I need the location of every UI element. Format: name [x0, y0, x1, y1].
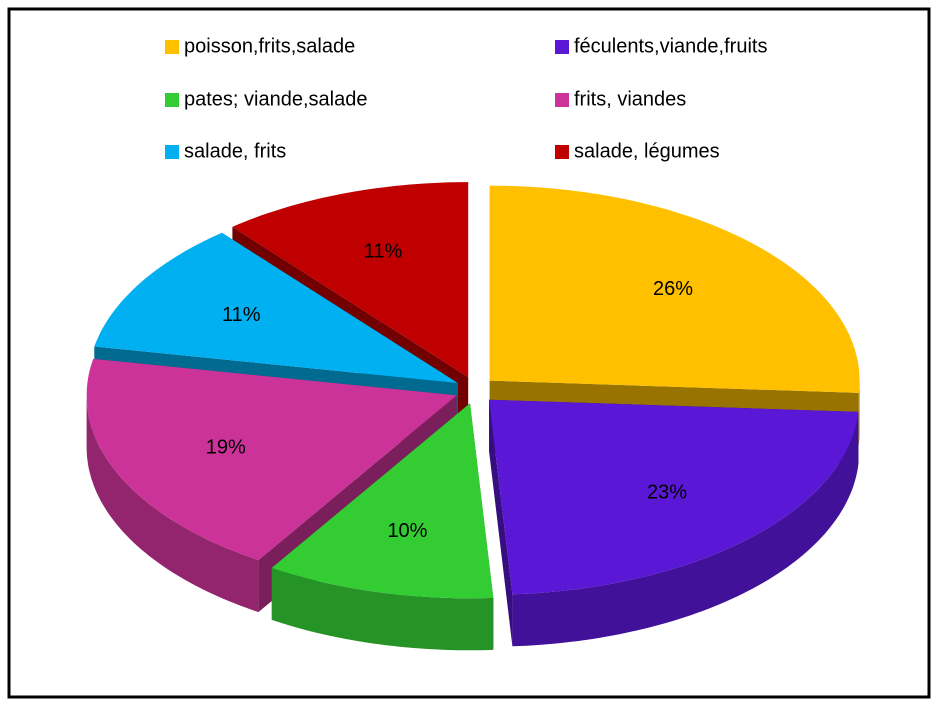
legend-label: salade, frits [184, 140, 286, 162]
legend-label: féculents,viande,fruits [574, 35, 767, 57]
slice [489, 399, 859, 595]
slice-side [489, 399, 513, 647]
slice [86, 358, 457, 561]
slice [94, 232, 458, 383]
legend-swatch [555, 40, 569, 54]
legend-swatch [555, 145, 569, 159]
data-label: 10% [387, 520, 427, 542]
legend-label: pates; viande,salade [184, 88, 367, 110]
legend-swatch [165, 93, 179, 107]
legend-swatch [555, 93, 569, 107]
legend-swatch [165, 40, 179, 54]
slice [489, 185, 860, 393]
data-label: 26% [653, 278, 693, 300]
legend-label: poisson,frits,salade [184, 35, 355, 57]
data-label: 23% [647, 482, 687, 504]
legend-label: frits, viandes [574, 88, 686, 110]
slice-wall [858, 380, 860, 445]
data-label: 11% [222, 304, 261, 326]
data-label: 11% [364, 241, 403, 263]
slice-wall [86, 395, 259, 613]
data-label: 19% [206, 436, 246, 458]
slice-wall [512, 411, 859, 647]
legend-swatch [165, 145, 179, 159]
slice [232, 182, 469, 378]
legend-label: salade, légumes [574, 140, 720, 162]
slice [271, 403, 494, 599]
slice-wall [271, 567, 494, 651]
